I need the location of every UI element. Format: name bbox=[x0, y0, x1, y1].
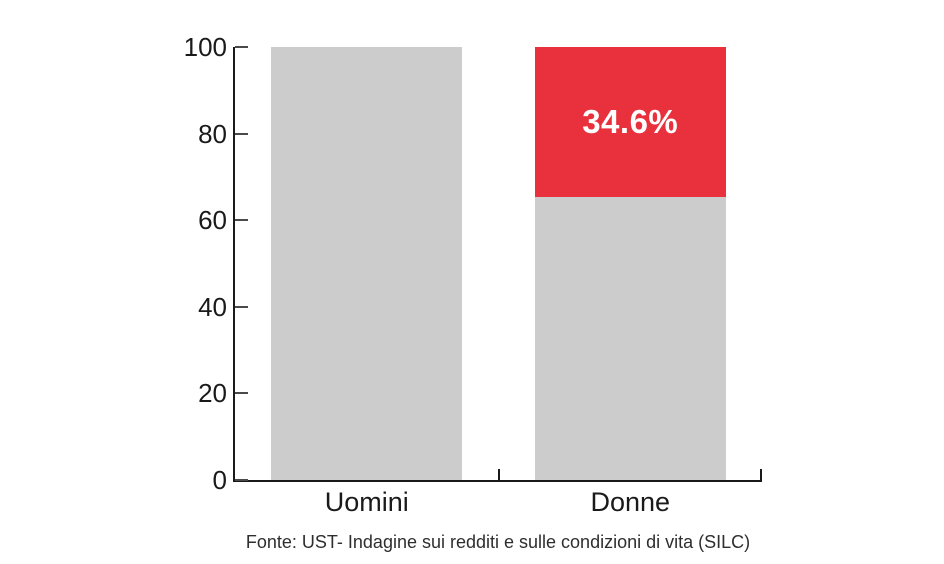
y-tick-mark bbox=[235, 305, 248, 308]
y-tick-mark bbox=[235, 219, 248, 222]
y-tick-mark bbox=[235, 132, 248, 135]
value-label: 34.6% bbox=[582, 102, 679, 140]
x-axis-label-donne: Donne bbox=[590, 487, 671, 517]
bar-segment-base-donne bbox=[534, 196, 726, 480]
x-axis-line bbox=[233, 480, 762, 482]
y-tick-mark bbox=[235, 479, 248, 481]
x-tick-end bbox=[760, 469, 762, 480]
y-tick-label: 0 bbox=[212, 465, 227, 495]
bar-segment-base-uomini bbox=[271, 47, 463, 480]
chart-caption: Fonte: UST- Indagine sui redditi e sulle… bbox=[245, 532, 751, 552]
y-axis-line bbox=[233, 47, 235, 482]
y-tick-label: 60 bbox=[198, 205, 227, 236]
y-tick-label: 80 bbox=[198, 118, 227, 149]
y-tick-mark bbox=[235, 392, 248, 395]
y-tick-label: 40 bbox=[198, 291, 227, 322]
x-axis-label-uomini: Uomini bbox=[324, 487, 409, 517]
x-tick-mid bbox=[497, 469, 500, 480]
y-tick-label: 20 bbox=[198, 378, 227, 409]
y-tick-label: 100 bbox=[183, 32, 227, 62]
bar-segment-highlight-donne: 34.6% bbox=[534, 47, 726, 197]
y-tick-mark bbox=[235, 46, 248, 48]
